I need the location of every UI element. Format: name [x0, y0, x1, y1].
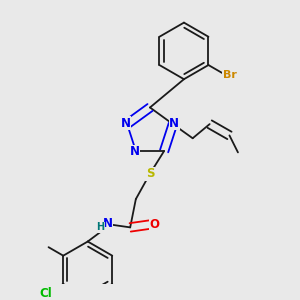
- Text: H: H: [96, 222, 104, 233]
- Text: N: N: [103, 217, 112, 230]
- Text: O: O: [149, 218, 159, 231]
- Text: S: S: [146, 167, 154, 180]
- Text: N: N: [130, 145, 140, 158]
- Text: Br: Br: [223, 70, 237, 80]
- Text: N: N: [169, 117, 179, 130]
- Text: N: N: [121, 117, 131, 130]
- Text: Cl: Cl: [39, 287, 52, 300]
